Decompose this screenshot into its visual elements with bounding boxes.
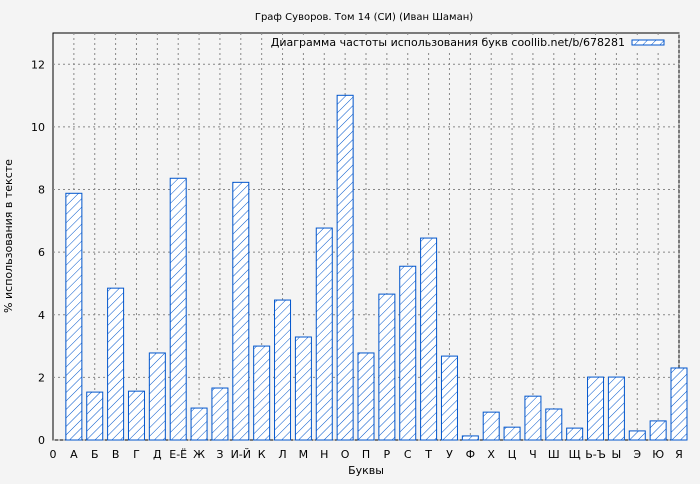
x-tick-label: Ц bbox=[508, 448, 517, 461]
x-tick-label: Ь-Ъ bbox=[585, 448, 606, 461]
y-tick-label: 10 bbox=[31, 121, 45, 134]
x-tick-label: П bbox=[362, 448, 370, 461]
y-tick-label: 4 bbox=[38, 309, 45, 322]
x-tick-label: Ю bbox=[652, 448, 664, 461]
chart-title: Граф Суворов. Том 14 (СИ) (Иван Шаман) bbox=[255, 12, 473, 23]
x-tick-label: Т bbox=[424, 448, 432, 461]
x-tick-label: Р bbox=[384, 448, 391, 461]
y-tick-label: 8 bbox=[38, 184, 45, 197]
x-tick-label: Е-Ё bbox=[169, 448, 187, 461]
x-tick-label: Д bbox=[153, 448, 162, 461]
x-tick-label: Ф bbox=[466, 448, 475, 461]
legend-swatch bbox=[631, 39, 665, 46]
bar-Р bbox=[378, 293, 396, 441]
bar-С bbox=[399, 265, 417, 441]
x-tick-label: Ч bbox=[529, 448, 537, 461]
bar-П bbox=[357, 352, 375, 441]
x-tick-label: С bbox=[404, 448, 412, 461]
x-tick-label: Н bbox=[320, 448, 328, 461]
bar-В bbox=[107, 287, 125, 441]
bar-Ш bbox=[545, 408, 563, 441]
x-tick-label: А bbox=[70, 448, 78, 461]
bar-З bbox=[211, 387, 229, 441]
bar-М bbox=[294, 336, 312, 441]
bar-Л bbox=[274, 299, 292, 441]
y-tick-label: 2 bbox=[38, 371, 45, 384]
bar-Э bbox=[628, 430, 646, 441]
x-tick-label: Ш bbox=[548, 448, 560, 461]
y-axis-label: % использования в тексте bbox=[2, 159, 15, 313]
x-tick-label: У bbox=[446, 448, 453, 461]
y-tick-label: 12 bbox=[31, 58, 45, 71]
x-tick-label: Щ bbox=[569, 448, 581, 461]
x-tick-label: Я bbox=[675, 448, 683, 461]
x-tick-label: Г bbox=[133, 448, 140, 461]
bar-Е-Ё bbox=[169, 177, 187, 441]
bar-Ы bbox=[607, 376, 625, 441]
bar-Д bbox=[148, 352, 166, 441]
bar-Я bbox=[670, 367, 688, 441]
bar-Б bbox=[86, 391, 104, 441]
bar-Ю bbox=[649, 420, 667, 441]
x-tick-label: В bbox=[112, 448, 120, 461]
bar-Г bbox=[127, 390, 145, 441]
x-tick-label: О bbox=[341, 448, 350, 461]
x-axis-label: Буквы bbox=[348, 464, 384, 477]
x-tick-label: И-Й bbox=[231, 448, 251, 461]
y-tick-label: 0 bbox=[38, 434, 45, 447]
bar-О bbox=[336, 94, 354, 441]
x-tick-label: Ж bbox=[193, 448, 205, 461]
bar-Ь-Ъ bbox=[587, 376, 605, 441]
x-tick-label: Ы bbox=[612, 448, 622, 461]
x-tick-label: Э bbox=[633, 448, 641, 461]
bar-Ж bbox=[190, 407, 208, 441]
x-tick-label: З bbox=[216, 448, 223, 461]
x-tick-label: М bbox=[299, 448, 309, 461]
bar-Ф bbox=[461, 435, 479, 441]
y-tick-label: 6 bbox=[38, 246, 45, 259]
bar-Н bbox=[315, 227, 333, 441]
x-tick-label: 0 bbox=[50, 448, 57, 461]
bar-Ч bbox=[524, 395, 542, 441]
bar-Ц bbox=[503, 426, 521, 441]
legend: Диаграмма частоты использования букв coo… bbox=[271, 35, 677, 51]
bar-Х bbox=[482, 411, 500, 441]
bar-А bbox=[65, 192, 83, 441]
x-tick-label: К bbox=[258, 448, 266, 461]
bar-Щ bbox=[566, 427, 584, 441]
x-tick-label: Х bbox=[487, 448, 495, 461]
bar-К bbox=[253, 345, 271, 441]
bar-И-Й bbox=[232, 181, 250, 441]
legend-label: Диаграмма частоты использования букв coo… bbox=[271, 36, 625, 49]
x-tick-label: Л bbox=[278, 448, 286, 461]
bar-У bbox=[440, 355, 458, 441]
bar-Т bbox=[420, 237, 438, 441]
x-tick-label: Б bbox=[91, 448, 99, 461]
